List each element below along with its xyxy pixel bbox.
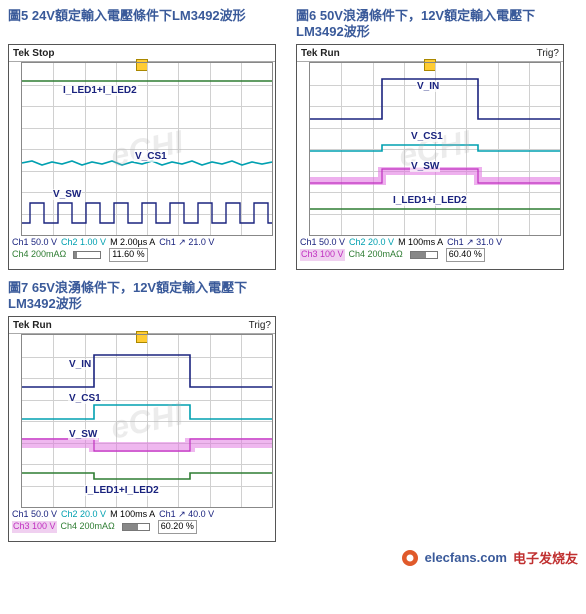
readout-row: Ch1 50.0 V Ch2 20.0 V M 100ms A Ch1 ↗ 31.0 … <box>300 237 560 248</box>
readout-row: Ch3 100 V Ch4 200mAΩ 60.40 % <box>300 248 560 261</box>
figure-title: 圖5 24V額定輸入電壓條件下LM3492波形 <box>8 8 288 42</box>
trace-label: V_IN <box>68 359 92 370</box>
trace-label: I_LED1+I_LED2 <box>62 85 138 96</box>
scope-topbar: Tek Run Trig? <box>9 317 275 334</box>
readout-field: Ch1 50.0 V <box>12 237 57 248</box>
channel-marker: 3 <box>21 441 22 453</box>
readout-field: Ch4 200mAΩ <box>349 249 403 260</box>
readout-field: M 100ms A <box>398 237 443 248</box>
trigger-status: Trig? <box>537 48 559 59</box>
position-bar-icon <box>122 523 150 531</box>
readout-field: M 2.00µs A <box>110 237 155 248</box>
channel-marker: 2 <box>21 417 22 429</box>
page-footer: elecfans.com 电子发烧友 <box>8 548 578 567</box>
scope-topbar: Tek Run Trig? <box>297 45 563 62</box>
waveform-trace <box>310 145 560 151</box>
readout-field: Ch2 1.00 V <box>61 237 106 248</box>
scope-readout: Ch1 50.0 V Ch2 20.0 V M 100ms A Ch1 ↗ 40.0 … <box>9 508 275 537</box>
oscilloscope: Tek RunTrig?eCHIV_INV_CS1V_SWI_LED1+I_LE… <box>8 316 276 542</box>
brand-icon <box>401 549 419 567</box>
channel-marker: 1 <box>21 383 22 395</box>
figure: 圖7 65V浪湧條件下，12V額定輸入電壓下LM3492波形 Tek Run Tri… <box>8 280 288 542</box>
trace-label: I_LED1+I_LED2 <box>392 195 468 206</box>
scope-plot: eCHIV_INV_CS1V_SWI_LED1+I_LED21234 <box>21 334 273 508</box>
readout-row: Ch3 100 V Ch4 200mAΩ 60.20 % <box>12 520 272 533</box>
tek-label: Tek Run <box>301 48 340 59</box>
waveform-svg <box>22 63 272 235</box>
waveform-trace <box>310 171 560 181</box>
figure-grid: 圖5 24V額定輸入電壓條件下LM3492波形Tek StopeCHII_LED… <box>8 8 578 542</box>
trace-label: V_CS1 <box>68 393 102 404</box>
readout-field: Ch1 ↗ 21.0 V <box>159 237 214 248</box>
waveform-trace <box>22 405 272 419</box>
readout-field: Ch1 ↗ 31.0 V <box>447 237 502 248</box>
waveform-trace <box>22 203 272 223</box>
trace-label: V_SW <box>410 161 440 172</box>
readout-field: Ch3 100 V <box>300 249 345 260</box>
readout-field: Ch1 ↗ 40.0 V <box>159 509 214 520</box>
readout-field: Ch1 50.0 V <box>300 237 345 248</box>
readout-field: Ch4 200mAΩ <box>61 521 115 532</box>
brand-en: elecfans.com <box>425 550 507 565</box>
brand-cn: 电子发烧友 <box>513 548 578 567</box>
scope-topbar: Tek Stop <box>9 45 275 62</box>
readout-row: Ch1 50.0 V Ch2 20.0 V M 100ms A Ch1 ↗ 40.0 … <box>12 509 272 520</box>
channel-marker: 4 <box>21 93 22 105</box>
position-bar-fill <box>411 252 427 258</box>
readout-field: Ch2 20.0 V <box>61 509 106 520</box>
oscilloscope: Tek StopeCHII_LED1+I_LED2V_CS1V_SW421Ch1… <box>8 44 276 270</box>
readout-field: M 100ms A <box>110 509 155 520</box>
figure: 圖6 50V浪湧條件下，12V額定輸入電壓下LM3492波形 Tek Run Tri… <box>296 8 576 270</box>
tek-label: Tek Stop <box>13 48 54 59</box>
waveform-trace <box>22 443 272 447</box>
position-percent: 11.60 % <box>109 248 147 261</box>
trace-label: V_CS1 <box>134 151 168 162</box>
waveform-svg <box>22 335 272 507</box>
readout-field: Ch3 100 V <box>12 521 57 532</box>
waveform-trace <box>22 473 272 479</box>
waveform-trace <box>22 355 272 387</box>
readout-row: Ch1 50.0 V Ch2 1.00 V M 2.00µs A Ch1 ↗ 21.0… <box>12 237 272 248</box>
oscilloscope: Tek RunTrig?eCHIV_INV_CS1V_SWI_LED1+I_LE… <box>296 44 564 270</box>
scope-readout: Ch1 50.0 V Ch2 20.0 V M 100ms A Ch1 ↗ 31.0 … <box>297 236 563 265</box>
readout-row: Ch4 200mAΩ 11.60 % <box>12 248 272 261</box>
channel-marker: 2 <box>21 169 22 181</box>
figure-title: 圖6 50V浪湧條件下，12V額定輸入電壓下LM3492波形 <box>296 8 576 42</box>
trace-label: I_LED1+I_LED2 <box>84 485 160 496</box>
figure: 圖5 24V額定輸入電壓條件下LM3492波形Tek StopeCHII_LED… <box>8 8 288 270</box>
channel-marker: 1 <box>309 117 310 129</box>
channel-marker: 3 <box>309 175 310 187</box>
trace-label: V_SW <box>52 189 82 200</box>
scope-plot: eCHII_LED1+I_LED2V_CS1V_SW421 <box>21 62 273 236</box>
position-bar-fill <box>74 252 77 258</box>
readout-field: Ch2 20.0 V <box>349 237 394 248</box>
channel-marker: 4 <box>309 205 310 217</box>
readout-field: Ch1 50.0 V <box>12 509 57 520</box>
trigger-status: Trig? <box>249 320 271 331</box>
tek-label: Tek Run <box>13 320 52 331</box>
position-bar-icon <box>410 251 438 259</box>
position-bar-fill <box>123 524 139 530</box>
channel-marker: 2 <box>309 149 310 161</box>
trace-label: V_CS1 <box>410 131 444 142</box>
figure-title: 圖7 65V浪湧條件下，12V額定輸入電壓下LM3492波形 <box>8 280 288 314</box>
trace-label: V_SW <box>68 429 98 440</box>
trace-label: V_IN <box>416 81 440 92</box>
position-percent: 60.40 % <box>446 248 485 261</box>
position-percent: 60.20 % <box>158 520 197 533</box>
scope-readout: Ch1 50.0 V Ch2 1.00 V M 2.00µs A Ch1 ↗ 21.0… <box>9 236 275 265</box>
channel-marker: 4 <box>21 473 22 485</box>
scope-plot: eCHIV_INV_CS1V_SWI_LED1+I_LED21234 <box>309 62 561 236</box>
position-bar-icon <box>73 251 101 259</box>
readout-field: Ch4 200mAΩ <box>12 249 66 260</box>
channel-marker: 1 <box>21 213 22 225</box>
